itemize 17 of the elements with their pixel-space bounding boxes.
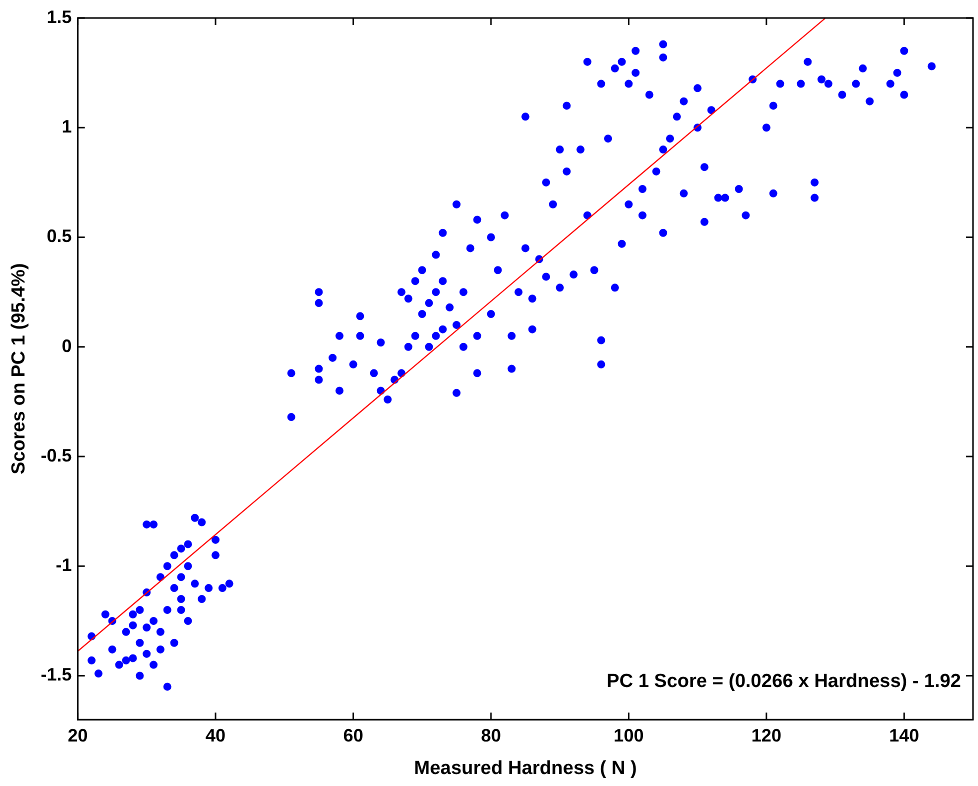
- x-tick-label: 20: [68, 725, 88, 746]
- y-tick-label: -0.5: [40, 445, 72, 466]
- y-tick-label: 0: [62, 336, 72, 356]
- x-tick-label: 140: [889, 725, 920, 746]
- y-tick-label: 1: [62, 116, 72, 137]
- x-tick-label: 100: [614, 725, 644, 746]
- y-tick-label: -1: [56, 555, 72, 576]
- x-axis-title: Measured Hardness ( N ): [414, 758, 637, 779]
- y-tick-label: 1.5: [46, 6, 72, 27]
- annotation: PC 1 Score = (0.0266 x Hardness) - 1.92: [606, 670, 961, 692]
- y-tick-label: -1.5: [40, 664, 72, 685]
- x-tick-label: 40: [206, 725, 226, 746]
- x-tick-label: 80: [480, 725, 501, 746]
- x-tick-label: 120: [751, 725, 782, 746]
- y-axis-title: Scores on PC 1 (95.4%): [8, 263, 30, 474]
- y-tick-label: 0.5: [46, 226, 72, 246]
- x-tick-label: 60: [343, 725, 364, 746]
